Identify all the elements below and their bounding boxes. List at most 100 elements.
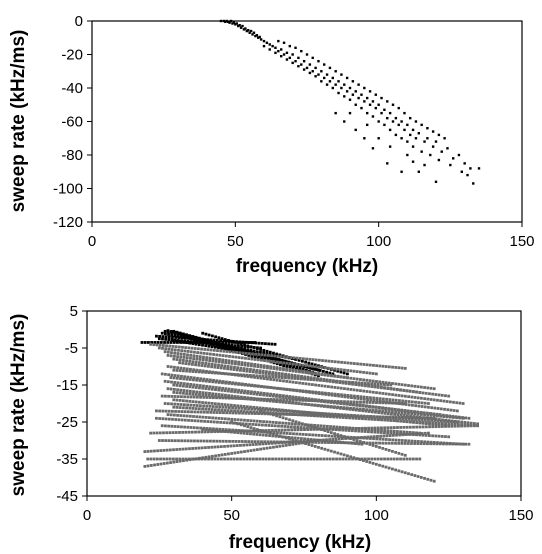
data-point-dark: [185, 341, 188, 345]
data-point-gray: [322, 424, 326, 428]
data-point-gray: [419, 413, 423, 416]
data-point-gray: [417, 432, 421, 436]
data-point-gray: [320, 391, 324, 395]
data-point-gray: [297, 421, 301, 425]
data-point-gray: [327, 414, 331, 417]
data-point-gray: [163, 379, 167, 383]
data-point-gray: [305, 413, 308, 417]
data-point-gray: [313, 411, 316, 415]
data-point-gray: [390, 412, 393, 416]
data-point-gray: [338, 440, 341, 444]
data-point-gray: [181, 457, 185, 461]
data-point-gray: [284, 372, 287, 376]
data-point-gray: [368, 405, 371, 409]
data-point-gray: [438, 413, 442, 416]
data-point-gray: [284, 417, 288, 421]
data-point-dark: [268, 356, 272, 360]
data-point-gray: [309, 414, 313, 417]
data-point-gray: [430, 406, 434, 410]
data-point-gray: [239, 391, 243, 394]
data-point-gray: [261, 442, 265, 446]
y-tick-label: -5: [65, 340, 78, 357]
data-point: [457, 153, 461, 157]
data-point-gray: [397, 441, 401, 445]
data-point: [241, 24, 244, 28]
data-point-gray: [448, 442, 452, 446]
data-point-gray: [143, 465, 147, 468]
data-point-gray: [291, 398, 295, 402]
data-point-gray: [363, 457, 367, 461]
data-point-gray: [359, 414, 363, 418]
data-point-gray: [408, 430, 412, 434]
data-point-gray: [293, 457, 297, 461]
data-point-gray: [193, 419, 197, 423]
data-point-dark: [251, 341, 255, 345]
data-point-gray: [264, 375, 268, 378]
data-point-gray: [255, 433, 259, 436]
data-point-gray: [418, 391, 422, 394]
data-point-gray: [298, 370, 301, 374]
data-point-gray: [173, 425, 177, 428]
data-point-dark: [285, 363, 289, 367]
data-point-gray: [250, 412, 254, 415]
data-point: [282, 53, 286, 56]
data-point-gray: [272, 393, 276, 396]
data-point-gray: [352, 441, 356, 445]
data-point-gray: [268, 399, 272, 403]
data-point-gray: [204, 379, 208, 383]
data-point-gray: [266, 392, 269, 396]
data-point-gray: [183, 439, 187, 443]
data-point-gray: [234, 388, 237, 392]
data-point-gray: [219, 457, 223, 461]
data-point-gray: [289, 413, 292, 416]
data-point-gray: [454, 442, 458, 446]
data-point-gray: [172, 460, 176, 464]
data-point-gray: [221, 396, 225, 400]
data-point-dark: [317, 368, 320, 372]
data-point-dark: [193, 338, 197, 342]
data-point: [334, 111, 337, 115]
data-point-gray: [309, 423, 313, 427]
data-point-gray: [229, 403, 233, 407]
data-point-gray: [198, 355, 202, 359]
data-point-gray: [221, 405, 225, 409]
data-point-gray: [336, 367, 340, 371]
data-point-gray: [179, 377, 182, 380]
data-point-gray: [399, 457, 402, 461]
data-point-gray: [358, 404, 362, 408]
data-point-gray: [292, 413, 296, 416]
data-point-gray: [164, 347, 168, 351]
data-point-gray: [420, 418, 424, 422]
data-point-gray: [352, 438, 356, 441]
marks-bottom: [140, 329, 479, 483]
data-point: [247, 29, 250, 32]
x-tick-label: 150: [508, 507, 533, 524]
data-point-gray: [402, 430, 406, 434]
data-point-gray: [357, 417, 361, 420]
data-point-gray: [287, 435, 291, 439]
data-point-gray: [328, 427, 332, 431]
data-point-gray: [351, 403, 355, 407]
data-point-gray: [179, 381, 183, 385]
data-point-gray: [420, 396, 423, 400]
data-point-gray: [431, 392, 435, 396]
data-point-dark: [282, 364, 286, 367]
data-point-gray: [167, 417, 171, 421]
data-point-gray: [246, 425, 250, 429]
data-point-gray: [243, 389, 247, 393]
data-point-gray: [181, 358, 185, 362]
data-point-gray: [362, 415, 366, 418]
data-point-gray: [380, 426, 383, 430]
data-point-gray: [143, 450, 147, 453]
data-point-gray: [166, 350, 170, 354]
data-point-gray: [215, 396, 218, 400]
data-point: [248, 31, 251, 34]
data-point: [262, 44, 266, 48]
data-point-gray: [373, 428, 377, 432]
data-point-gray: [199, 395, 203, 399]
data-point-gray: [400, 383, 404, 387]
data-point-gray: [327, 441, 330, 444]
data-point-gray: [208, 380, 211, 383]
data-point-gray: [369, 396, 372, 400]
data-point-gray: [274, 434, 278, 438]
